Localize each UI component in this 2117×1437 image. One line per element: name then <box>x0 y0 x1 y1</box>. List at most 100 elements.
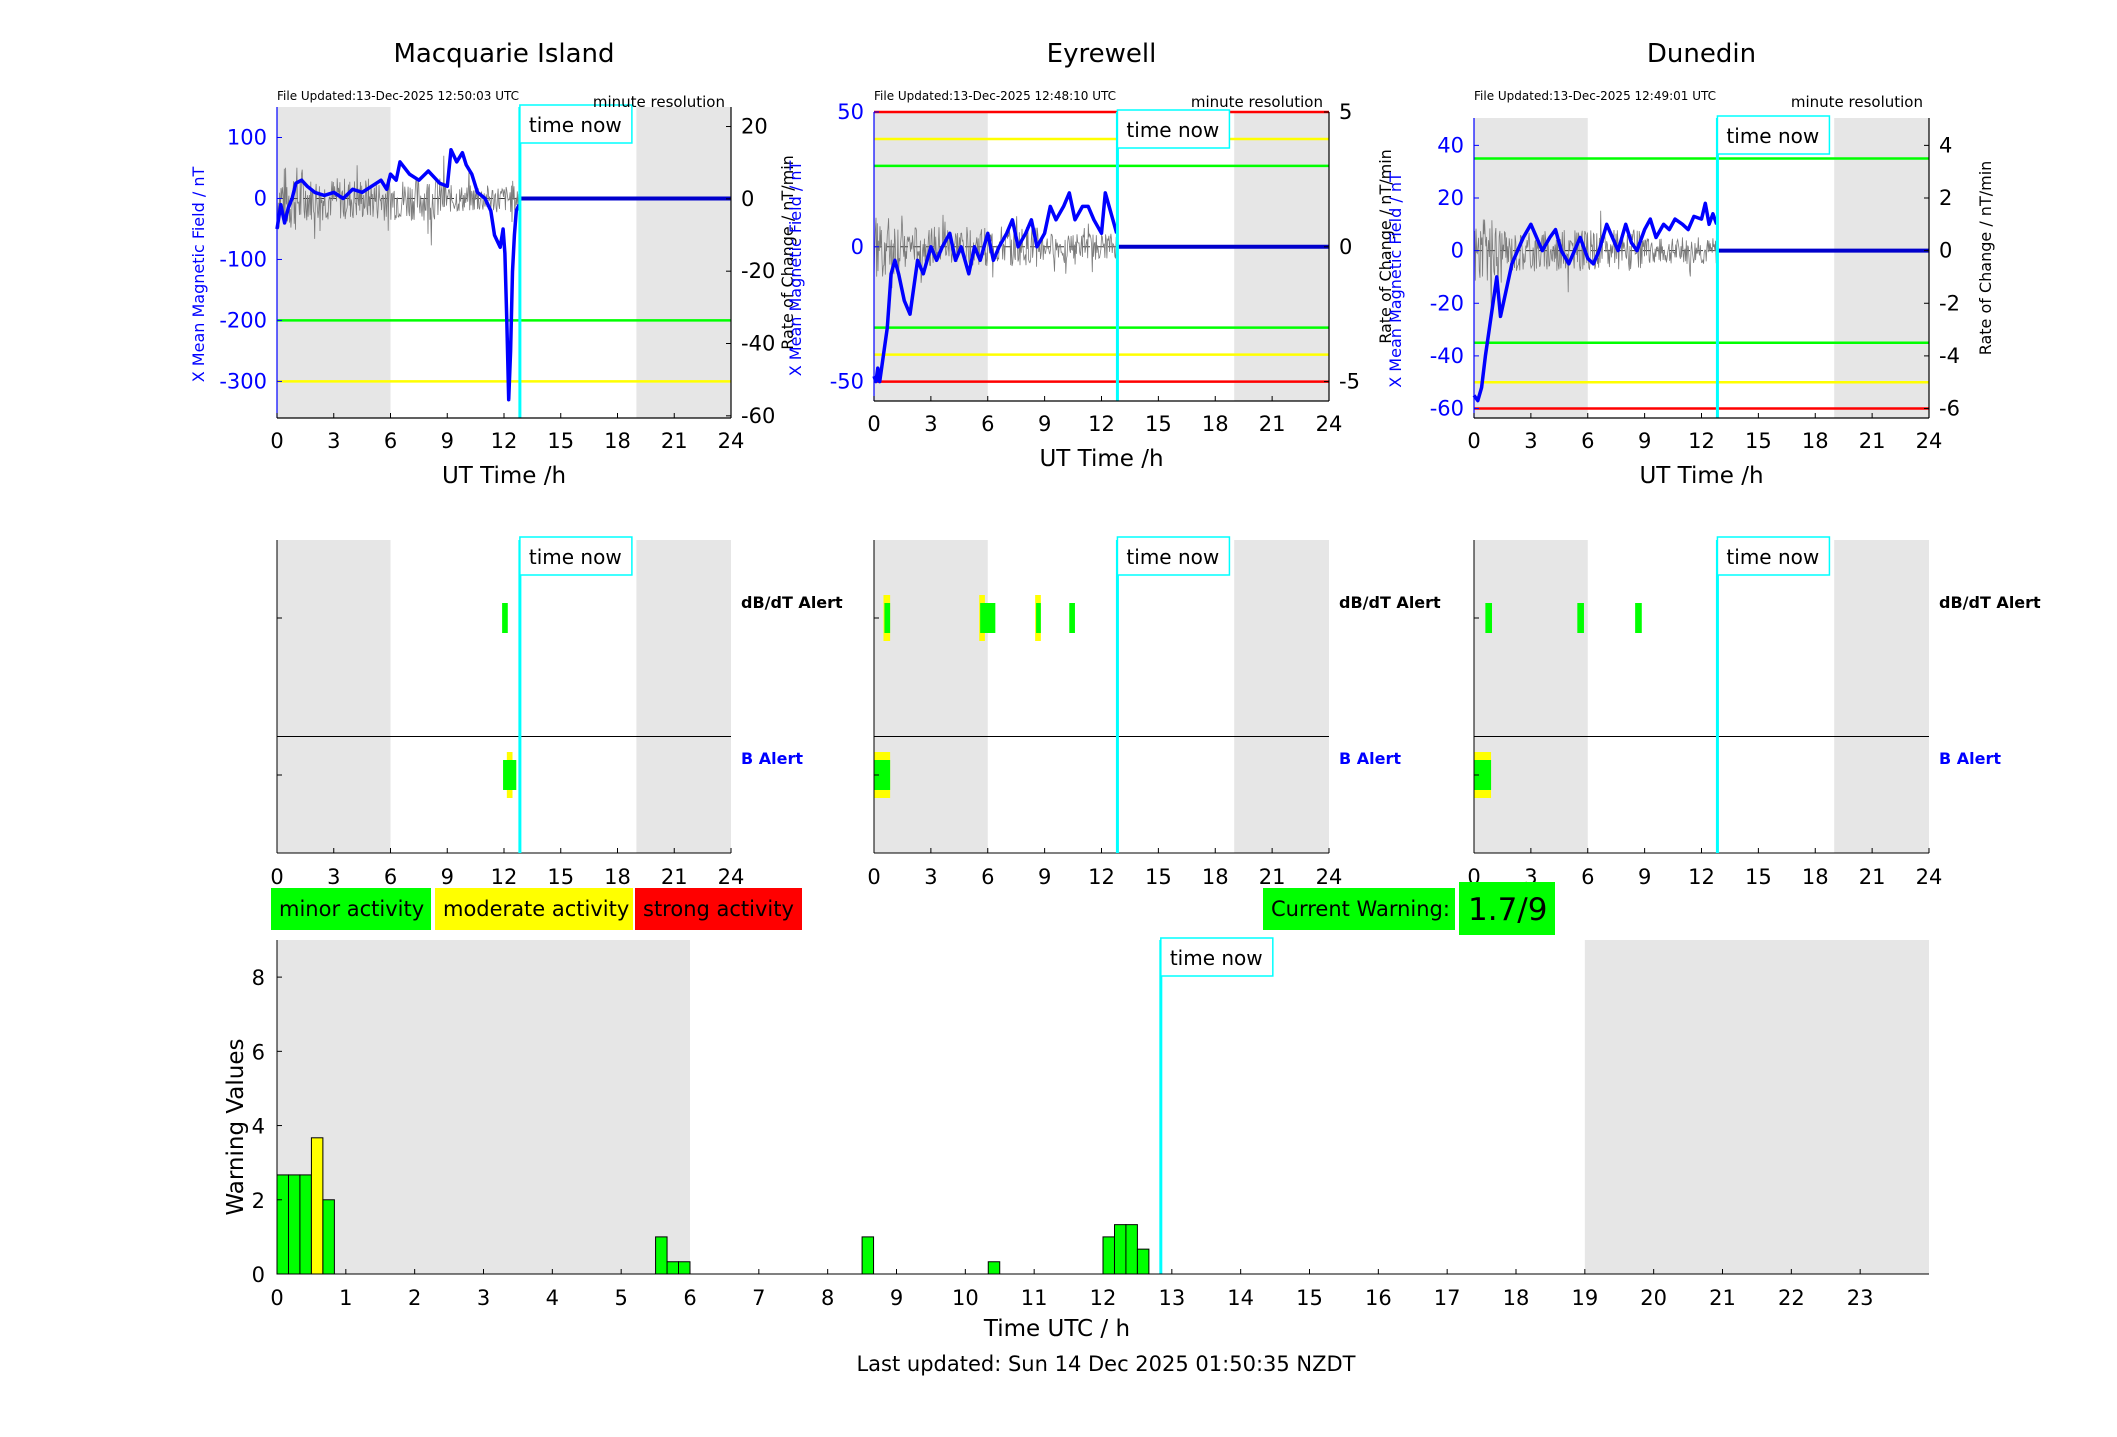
y-axis-label-left: X Mean Magnetic Field / nT <box>1386 172 1405 388</box>
y-tick-label-right: -5 <box>1339 370 1360 394</box>
x-tick-label: 15 <box>1296 1286 1323 1310</box>
dbdt-alert-label: dB/dT Alert <box>1339 593 1441 612</box>
x-tick-label: 0 <box>867 412 880 436</box>
x-tick-label: 9 <box>1038 412 1051 436</box>
y-tick-label-right: -2 <box>1939 291 1960 315</box>
current-warning-value-bg <box>1459 882 1555 935</box>
dbdt-alert-bar <box>1485 603 1493 633</box>
x-tick-label: 0 <box>270 429 283 453</box>
x-tick-label: 9 <box>441 429 454 453</box>
y-tick-label-left: 0 <box>851 235 864 259</box>
dbdt-alert-bar <box>1635 603 1642 633</box>
x-tick-label: 18 <box>1802 865 1829 889</box>
current-warning-value: 1.7/9 <box>1468 892 1547 928</box>
rate-of-change-trace <box>1473 210 1718 312</box>
x-tick-label: 24 <box>1316 865 1343 889</box>
dbdt-alert-bar <box>1577 603 1584 633</box>
x-tick-label: 12 <box>1090 1286 1117 1310</box>
night-shading <box>277 540 391 853</box>
x-tick-label: 19 <box>1571 1286 1598 1310</box>
x-tick-label: 11 <box>1021 1286 1048 1310</box>
x-tick-label: 6 <box>1581 865 1594 889</box>
x-tick-label: 21 <box>1709 1286 1736 1310</box>
warning-bar <box>987 1261 1001 1275</box>
x-tick-label: 8 <box>821 1286 834 1310</box>
x-tick-label: 15 <box>547 429 574 453</box>
x-tick-label: 15 <box>1145 412 1172 436</box>
y-tick-label: 6 <box>252 1040 265 1064</box>
b-alert-bar <box>874 760 891 790</box>
x-tick-label: 12 <box>491 865 518 889</box>
x-tick-label: 21 <box>661 865 688 889</box>
night-shading <box>874 540 988 853</box>
dbdt-alert-bar <box>884 603 891 633</box>
night-shading <box>1234 540 1329 853</box>
x-tick-label: 15 <box>1145 865 1172 889</box>
resolution-label: minute resolution <box>593 93 725 111</box>
legend-minor-label: minor activity <box>279 897 424 921</box>
alert-3-time-now-box <box>1716 536 1831 576</box>
x-tick-label: 12 <box>1088 865 1115 889</box>
x-tick-label: 24 <box>718 429 745 453</box>
legend-moderate-swatch <box>435 888 633 930</box>
y-tick-label-left: -50 <box>830 370 864 394</box>
x-tick-label: 18 <box>1202 865 1229 889</box>
x-tick-label: 24 <box>1916 865 1943 889</box>
y-tick-label-left: 100 <box>227 125 267 149</box>
x-tick-label: 12 <box>1688 865 1715 889</box>
x-tick-label: 6 <box>683 1286 696 1310</box>
y-axis-label-left: X Mean Magnetic Field / nT <box>189 167 208 383</box>
y-tick-label-left: 0 <box>254 186 267 210</box>
x-tick-label: 20 <box>1640 1286 1667 1310</box>
x-tick-label: 18 <box>604 429 631 453</box>
dbdt-alert-bar <box>502 603 508 633</box>
station-title: Macquarie Island <box>393 39 614 69</box>
x-tick-label: 23 <box>1847 1286 1874 1310</box>
x-tick-label: 3 <box>327 429 340 453</box>
x-tick-label: 12 <box>491 429 518 453</box>
b-alert-label: B Alert <box>1939 749 2001 768</box>
night-shading <box>1234 112 1329 401</box>
b-alert-bar <box>1474 760 1492 790</box>
y-tick-label-right: -4 <box>1939 344 1960 368</box>
current-warning-label: Current Warning: <box>1271 897 1450 921</box>
x-tick-label: 6 <box>981 412 994 436</box>
x-tick-label: 9 <box>1038 865 1051 889</box>
x-tick-label: 24 <box>1916 429 1943 453</box>
x-tick-label: 18 <box>1503 1286 1530 1310</box>
x-tick-label: 6 <box>384 429 397 453</box>
x-tick-label: 6 <box>384 865 397 889</box>
warning-bar <box>1136 1248 1150 1275</box>
x-tick-label: 9 <box>1638 865 1651 889</box>
warning-bar <box>678 1261 691 1275</box>
y-tick-label-right: -60 <box>741 404 775 428</box>
warning-bar <box>655 1236 668 1275</box>
y-tick-label: 0 <box>252 1263 265 1287</box>
legend-minor-swatch <box>271 888 431 930</box>
warning-bar <box>310 1137 324 1275</box>
y-tick-label-right: -6 <box>1939 397 1960 421</box>
station-2-time-now-box <box>1116 109 1231 149</box>
x-tick-label: 21 <box>1259 412 1286 436</box>
dbdt-alert-bar <box>1069 603 1075 633</box>
warning-bar <box>1125 1224 1138 1275</box>
y-tick-label: 8 <box>252 966 265 990</box>
y-axis-label: Warning Values <box>223 1038 249 1215</box>
warning-time-now-box <box>1160 937 1274 977</box>
y-tick-label-left: 0 <box>1451 239 1464 263</box>
warning-bar <box>299 1174 312 1275</box>
dbdt-alert-label: dB/dT Alert <box>1939 593 2041 612</box>
x-tick-label: 0 <box>867 865 880 889</box>
x-tick-label: 15 <box>547 865 574 889</box>
y-tick-label-left: -20 <box>1430 291 1464 315</box>
dbdt-alert-bar <box>1036 603 1041 633</box>
y-tick-label-left: -300 <box>219 369 267 393</box>
file-updated-text: File Updated:13-Dec-2025 12:50:03 UTC <box>277 89 519 103</box>
x-tick-label: 24 <box>718 865 745 889</box>
alert-2-time-now-label: time now <box>1126 545 1219 569</box>
x-tick-label: 14 <box>1227 1286 1254 1310</box>
y-tick-label-right: -20 <box>741 259 775 283</box>
